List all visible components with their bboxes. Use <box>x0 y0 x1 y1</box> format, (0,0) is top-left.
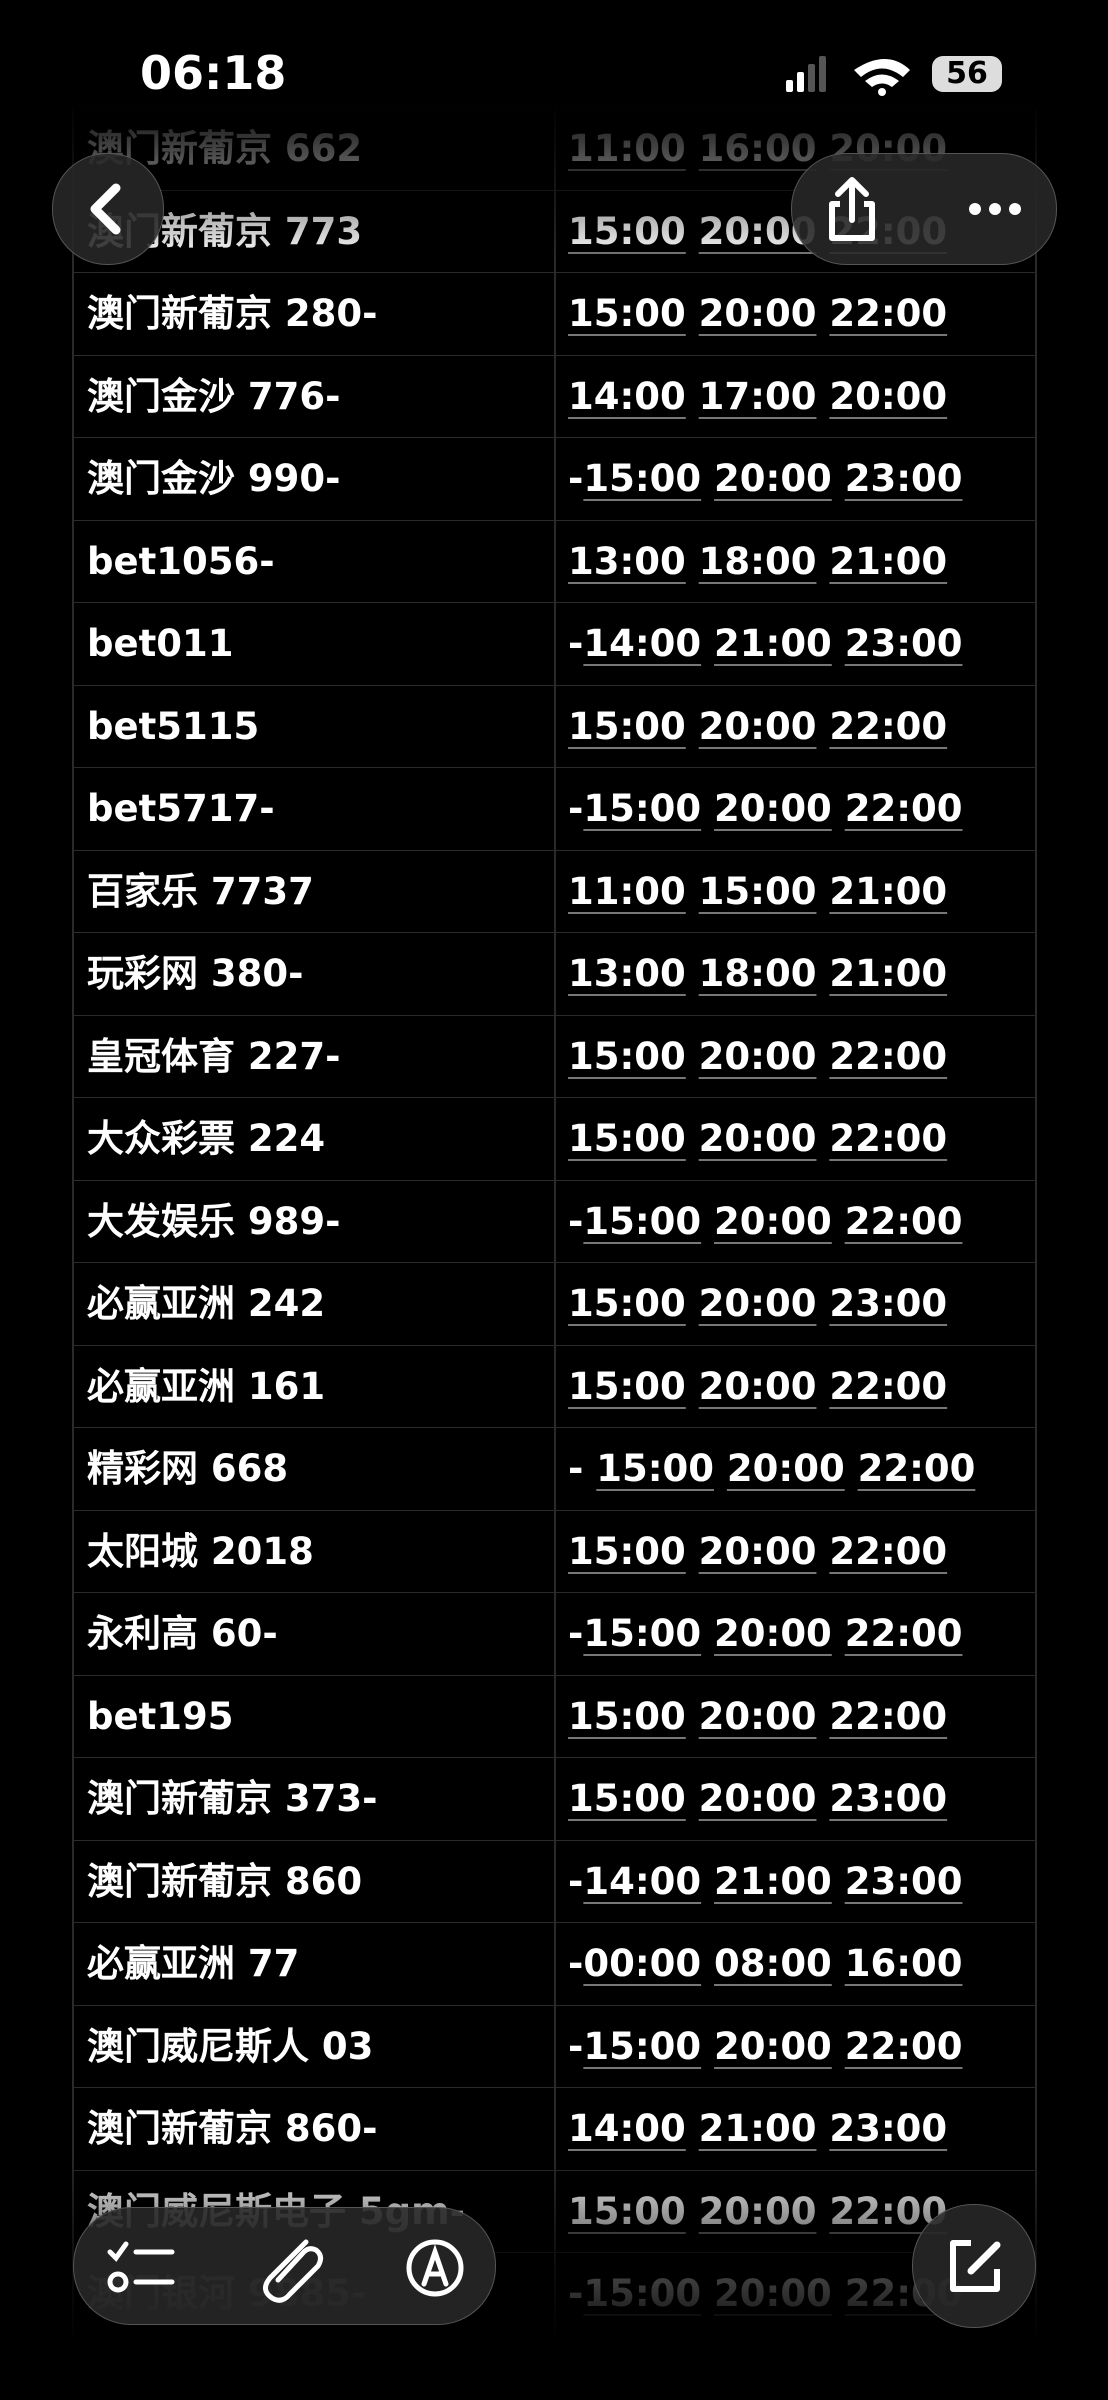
table-row: bet195 15:00 20:00 22:00 <box>72 1674 1035 1758</box>
toolbar-icons[interactable] <box>74 2208 495 2324</box>
table-row: 必赢亚洲 242 15:00 20:00 23:00 <box>72 1262 1035 1345</box>
table-row: 澳门威尼斯人 03 -15:00 20:00 22:00 <box>72 2004 1035 2088</box>
table-row: 永利高 60- -15:00 20:00 22:00 <box>72 1592 1035 1675</box>
site-name: 必赢亚洲 242 <box>87 1282 326 1325</box>
table-row: 澳门金沙 776- 14:00 17:00 20:00 <box>72 354 1035 438</box>
schedule-times: 15:00 20:00 22:00 <box>568 704 948 748</box>
table-row: 大发娱乐 989- -15:00 20:00 22:00 <box>72 1179 1035 1263</box>
schedule-times: -15:00 20:00 23:00 <box>568 457 963 500</box>
schedule-times: 15:00 20:00 22:00 <box>568 1034 948 1078</box>
site-name: 皇冠体育 227- <box>87 1034 341 1078</box>
schedule-times: 15:00 20:00 22:00 <box>568 1529 948 1573</box>
schedule-times: -15:00 20:00 22:00 <box>568 2024 963 2068</box>
site-name: 必赢亚洲 161 <box>87 1364 326 1408</box>
schedule-times: - 15:00 20:00 22:00 <box>568 1447 976 1490</box>
schedule-times: -15:00 20:00 22:00 <box>568 1199 963 1243</box>
table-row: 澳门新葡京 860 -14:00 21:00 23:00 <box>72 1839 1035 1923</box>
compose-icon <box>950 2240 1001 2292</box>
site-name: 精彩网 668 <box>87 1447 289 1490</box>
bottom-toolbar <box>73 2207 496 2325</box>
site-name: 大众彩票 224 <box>87 1117 326 1160</box>
table-row: bet5115 15:00 20:00 22:00 <box>72 684 1035 768</box>
table-row: 皇冠体育 227- 15:00 20:00 22:00 <box>72 1014 1035 1098</box>
schedule-times: 13:00 18:00 21:00 <box>568 952 948 995</box>
table-row: 玩彩网 380- 13:00 18:00 21:00 <box>72 932 1035 1015</box>
back-icon <box>90 183 121 235</box>
table-row: 澳门新葡京 373- 15:00 20:00 23:00 <box>72 1757 1035 1840</box>
site-name: 澳门威尼斯人 03 <box>87 2024 374 2068</box>
schedule-times: -14:00 21:00 23:00 <box>568 622 963 665</box>
site-name: bet5115 <box>87 704 260 748</box>
table-row: bet1056- 13:00 18:00 21:00 <box>72 519 1035 603</box>
schedule-times: 11:00 15:00 21:00 <box>568 869 948 913</box>
schedule-times: -15:00 20:00 22:00 <box>568 1612 963 1655</box>
action-icons <box>829 177 1021 241</box>
site-name: 澳门金沙 990- <box>87 457 341 500</box>
back-button[interactable] <box>52 153 164 265</box>
site-name: 百家乐 7737 <box>87 869 314 913</box>
table-row: bet011 -14:00 21:00 23:00 <box>72 602 1035 685</box>
site-name: bet1056- <box>87 539 275 583</box>
schedule-times: -14:00 21:00 23:00 <box>568 1859 963 1903</box>
schedule-times: 15:00 20:00 23:00 <box>568 1777 948 1820</box>
schedule-times: 13:00 18:00 21:00 <box>568 539 948 583</box>
schedule-times: 15:00 20:00 22:00 <box>568 292 948 335</box>
schedule-times: 15:00 20:00 22:00 <box>568 1364 948 1408</box>
top-actions <box>791 153 1057 265</box>
status-time: 06:18 <box>140 46 287 100</box>
schedule-times: 15:00 20:00 22:00 <box>568 1694 948 1738</box>
site-name: bet011 <box>87 622 234 665</box>
table-row: 澳门金沙 990- -15:00 20:00 23:00 <box>72 437 1035 520</box>
table-row: 大众彩票 224 15:00 20:00 22:00 <box>72 1097 1035 1180</box>
battery: 56 <box>932 56 1002 92</box>
table-row: 百家乐 7737 11:00 15:00 21:00 <box>72 849 1035 933</box>
site-name: 必赢亚洲 77 <box>87 1942 300 1985</box>
table-row: 精彩网 668 - 15:00 20:00 22:00 <box>72 1427 1035 1510</box>
site-name: 大发娱乐 989- <box>87 1199 341 1243</box>
table-row: 必赢亚洲 161 15:00 20:00 22:00 <box>72 1344 1035 1428</box>
site-name: 澳门新葡京 280- <box>87 292 378 335</box>
schedule-times: 14:00 17:00 20:00 <box>568 374 948 418</box>
table-border <box>554 107 556 2335</box>
site-name: 玩彩网 380- <box>87 952 304 995</box>
schedule-times: 14:00 21:00 23:00 <box>568 2107 948 2150</box>
schedule-times: -15:00 20:00 22:00 <box>568 787 963 830</box>
schedule-times: -00:00 08:00 16:00 <box>568 1942 963 1985</box>
table-border <box>72 107 74 2335</box>
site-name: 澳门新葡京 860 <box>87 1859 363 1903</box>
table-row: 澳门新葡京 860- 14:00 21:00 23:00 <box>72 2087 1035 2170</box>
site-name: 太阳城 2018 <box>87 1529 314 1573</box>
site-name: 澳门新葡京 860- <box>87 2107 378 2150</box>
site-name: bet5717- <box>87 787 275 830</box>
compose-button[interactable] <box>912 2204 1036 2328</box>
table-row: bet5717- -15:00 20:00 22:00 <box>72 767 1035 850</box>
site-name: 澳门金沙 776- <box>87 374 341 418</box>
signal-wifi <box>786 56 910 96</box>
table-row: 澳门新葡京 280- 15:00 20:00 22:00 <box>72 272 1035 355</box>
schedule-times: 15:00 20:00 23:00 <box>568 1282 948 1325</box>
table-row: 太阳城 2018 15:00 20:00 22:00 <box>72 1509 1035 1593</box>
site-name: bet195 <box>87 1694 234 1738</box>
site-name: 澳门新葡京 373- <box>87 1777 378 1820</box>
table-row: 必赢亚洲 77 -00:00 08:00 16:00 <box>72 1922 1035 2005</box>
schedule-times: 15:00 20:00 22:00 <box>568 1117 948 1160</box>
table-border <box>1035 107 1037 2335</box>
site-name: 永利高 60- <box>87 1612 278 1655</box>
